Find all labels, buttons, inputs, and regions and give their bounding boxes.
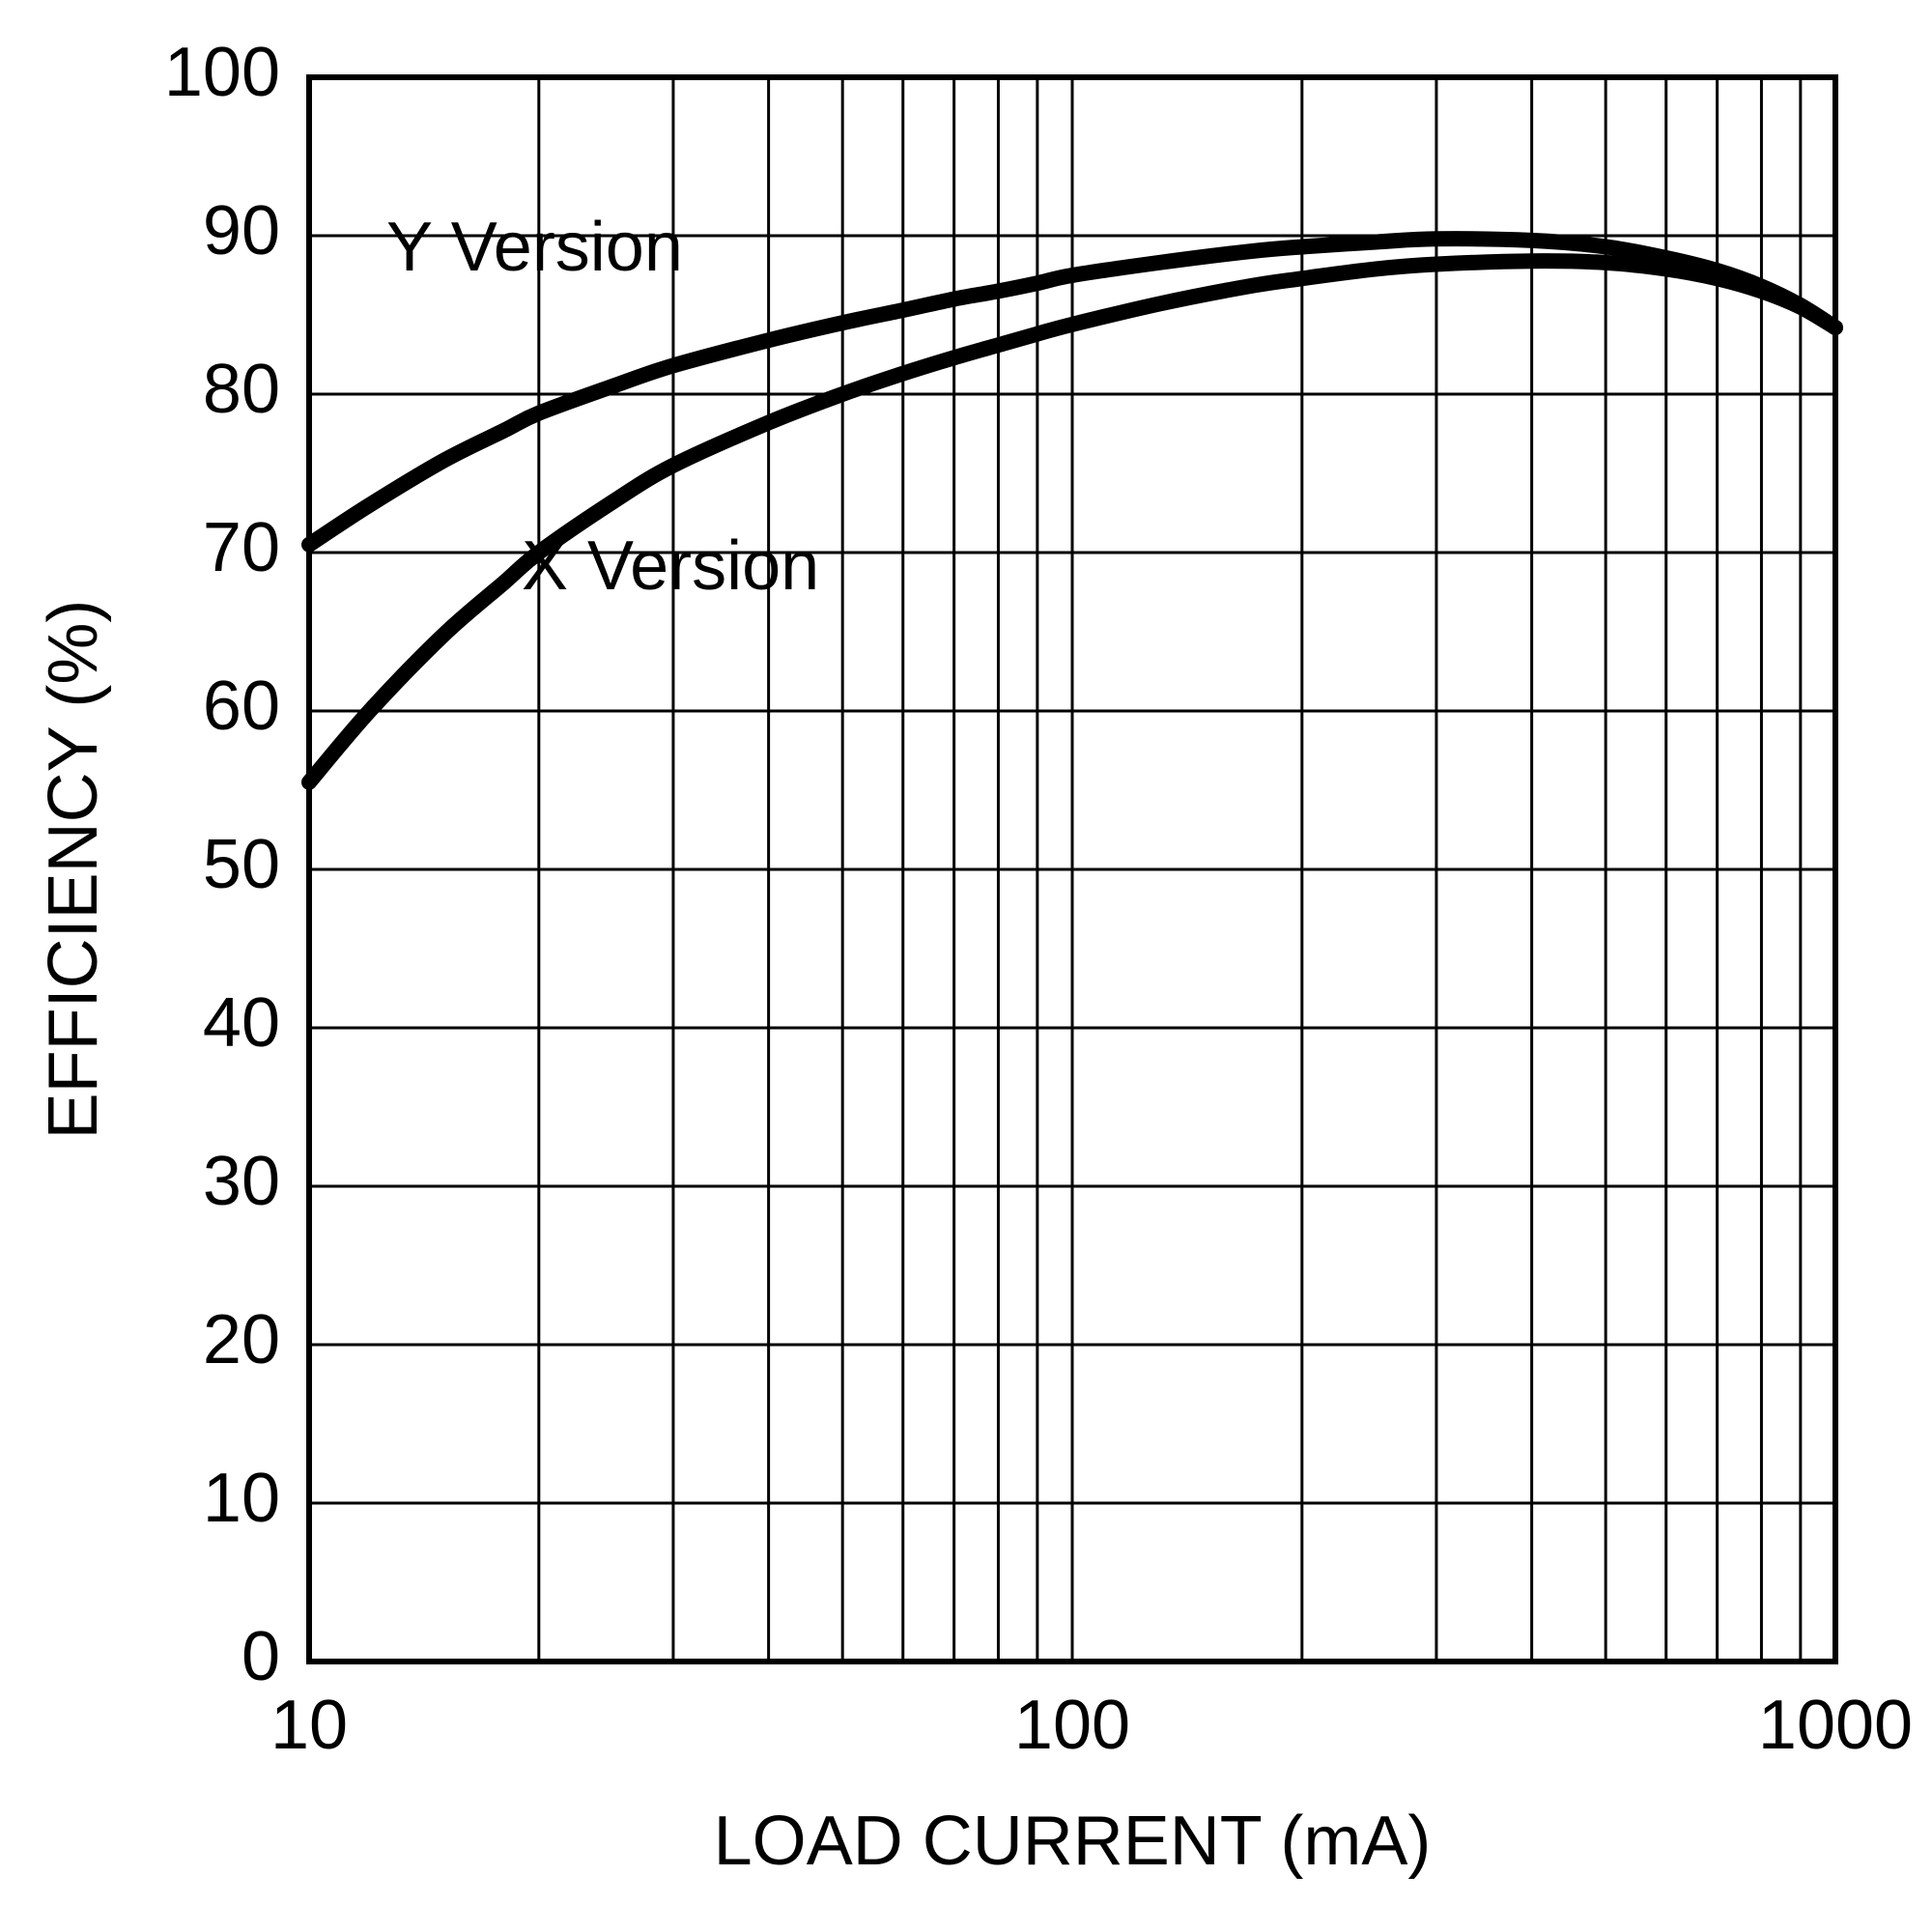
y-tick-label: 0 (242, 1618, 280, 1695)
series-label-y-version: Y Version (386, 209, 683, 286)
chart-svg: 0102030405060708090100101001000 EFFICIEN… (0, 0, 1932, 1932)
y-tick-label: 100 (164, 34, 280, 111)
series-label-x-version: X Version (522, 527, 819, 605)
y-tick-label: 40 (203, 984, 280, 1062)
chart-grid (309, 77, 1835, 1662)
efficiency-chart: 0102030405060708090100101001000 EFFICIEN… (0, 0, 1932, 1932)
y-tick-label: 10 (203, 1460, 280, 1537)
y-tick-label: 70 (203, 509, 280, 586)
y-tick-label: 30 (203, 1143, 280, 1220)
x-axis-label: LOAD CURRENT (mA) (714, 1803, 1432, 1880)
y-tick-label: 80 (203, 351, 280, 428)
y-tick-label: 20 (203, 1301, 280, 1378)
x-tick-label: 1000 (1758, 1687, 1913, 1764)
y-axis-label: EFFICIENCY (%) (35, 600, 112, 1140)
x-tick-label: 100 (1014, 1687, 1130, 1764)
y-tick-label: 90 (203, 192, 280, 270)
y-tick-label: 50 (203, 826, 280, 903)
y-tick-label: 60 (203, 668, 280, 745)
x-tick-label: 10 (270, 1687, 348, 1764)
